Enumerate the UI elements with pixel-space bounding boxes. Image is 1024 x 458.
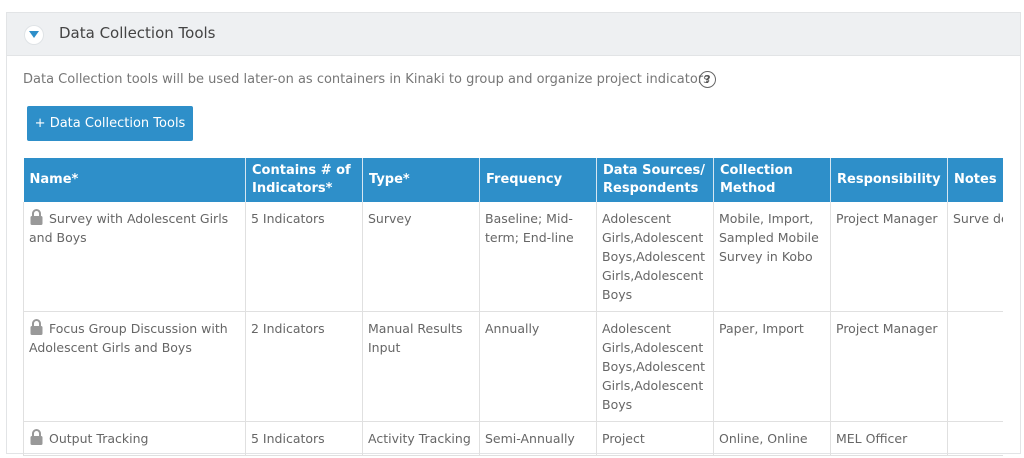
caret-down-icon — [29, 31, 39, 38]
tools-table-container: Name* Contains # of Indicators* Type* Fr… — [23, 158, 1003, 458]
cell-frequency: Semi-Annually — [479, 421, 597, 456]
header-frequency[interactable]: Frequency — [479, 158, 597, 202]
cell-name[interactable]: Survey with Adolescent Girls and Boys — [23, 202, 246, 312]
header-method[interactable]: Collection Method — [713, 158, 831, 202]
tool-name: Output Tracking — [49, 431, 149, 446]
lock-icon — [30, 429, 43, 445]
header-sources[interactable]: Data Sources/ Respondents — [596, 158, 714, 202]
cell-responsibility: Project Manager — [830, 202, 948, 312]
cell-frequency: Baseline; Mid-term; End-line — [479, 202, 597, 312]
cell-method: Online, Online — [713, 421, 831, 456]
tool-name: Focus Group Discussion with Adolescent G… — [29, 321, 228, 355]
cell-sources: Project — [596, 421, 714, 456]
cell-method: Mobile, Import, Sampled Mobile Survey in… — [713, 202, 831, 312]
lock-icon — [30, 319, 43, 335]
cell-notes — [947, 311, 1003, 422]
cell-type: Activity Tracking — [362, 421, 480, 456]
cell-type: Survey — [362, 202, 480, 312]
cell-frequency: Annually — [479, 311, 597, 422]
header-responsibility[interactable]: Responsibility — [830, 158, 948, 202]
lock-icon — [30, 209, 43, 225]
table-row[interactable]: Focus Group Discussion with Adolescent G… — [23, 311, 1003, 422]
tool-name: Survey with Adolescent Girls and Boys — [29, 211, 229, 245]
cell-notes: Surve de Kobo To — [947, 202, 1003, 312]
cell-notes — [947, 421, 1003, 456]
cell-sources: Adolescent Girls,Adolescent Boys,Adolesc… — [596, 202, 714, 312]
panel-title: Data Collection Tools — [59, 24, 216, 42]
cell-sources: Adolescent Girls,Adolescent Boys,Adolesc… — [596, 311, 714, 422]
cell-responsibility: Project Manager — [830, 311, 948, 422]
table-row[interactable]: Output Tracking 5 Indicators Activity Tr… — [23, 421, 1003, 456]
panel-description: Data Collection tools will be used later… — [23, 72, 710, 87]
cell-indicators: 2 Indicators — [245, 311, 363, 422]
cell-indicators: 5 Indicators — [245, 202, 363, 312]
cell-method: Paper, Import — [713, 311, 831, 422]
cell-indicators: 5 Indicators — [245, 421, 363, 456]
header-notes[interactable]: Notes — [947, 158, 1003, 202]
help-icon[interactable]: ? — [699, 71, 716, 88]
data-collection-tools-panel: Data Collection Tools Data Collection to… — [6, 12, 1021, 456]
cell-responsibility: MEL Officer — [830, 421, 948, 456]
header-type[interactable]: Type* — [362, 158, 480, 202]
cell-name[interactable]: Focus Group Discussion with Adolescent G… — [23, 311, 246, 422]
header-indicators[interactable]: Contains # of Indicators* — [245, 158, 363, 202]
panel-header[interactable]: Data Collection Tools — [7, 13, 1020, 56]
cell-type: Manual Results Input — [362, 311, 480, 422]
table-row[interactable]: Survey with Adolescent Girls and Boys 5 … — [23, 202, 1003, 312]
header-name[interactable]: Name* — [23, 158, 246, 202]
collapse-toggle[interactable] — [25, 26, 43, 44]
table-header-row: Name* Contains # of Indicators* Type* Fr… — [23, 158, 1003, 202]
tools-table: Name* Contains # of Indicators* Type* Fr… — [23, 158, 1003, 456]
cell-name[interactable]: Output Tracking — [23, 421, 246, 456]
add-data-collection-tool-button[interactable]: + Data Collection Tools — [27, 106, 193, 141]
